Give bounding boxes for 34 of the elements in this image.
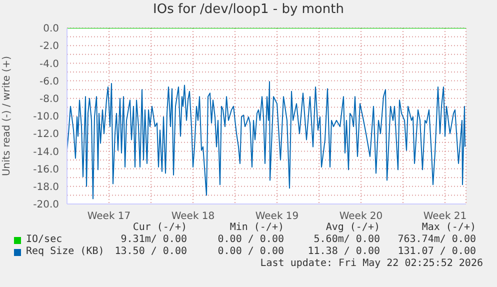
y-tick-label: -20.0 [33,200,59,211]
y-tick-label: -12.0 [33,129,59,140]
text: 11.38 / 0.00 [308,246,380,257]
text: 131.07 / 0.00 [398,246,476,257]
x-tick-label: Week 17 [87,211,131,222]
y-tick-label: 0.0 [43,24,59,35]
legend-label: Req Size (KB) [26,246,104,257]
y-axis-title: Units read (-) / write (+) [2,56,12,176]
line-series [67,81,466,200]
text: Max (-/+) [422,222,476,233]
y-tick-label: -16.0 [33,164,59,176]
x-tick-label: Week 18 [171,211,215,222]
text: 0.00 / 0.00 [218,234,284,245]
text: 0.00 / 0.00 [218,246,284,257]
text: 763.74m/ 0.00 [398,234,476,245]
text: 5.60m/ 0.00 [314,234,380,245]
y-tick-label: -10.0 [33,112,59,123]
text: Last update: Fri May 22 02:25:52 2026 [260,258,483,269]
x-tick-label: Week 21 [423,211,467,222]
y-tick-label: -2.0 [39,41,59,52]
text: Min (-/+) [230,222,284,233]
text: Avg (-/+) [326,222,380,233]
y-tick-label: -14.0 [33,146,59,158]
y-tick-label: -18.0 [33,182,59,193]
x-tick-label: Week 19 [255,211,299,222]
y-tick-label: -8.0 [39,94,59,105]
y-tick-label: -6.0 [39,76,59,88]
y-tick-label: -4.0 [39,58,59,70]
x-tick-label: Week 20 [339,211,383,222]
legend-label: IO/sec [26,234,62,245]
chart-title: IOs for /dev/loop1 - by month [152,2,345,17]
text: 13.50 / 0.00 [114,246,187,257]
text: Cur (-/+) [132,222,187,233]
text: 9.31m/ 0.00 [120,234,187,245]
